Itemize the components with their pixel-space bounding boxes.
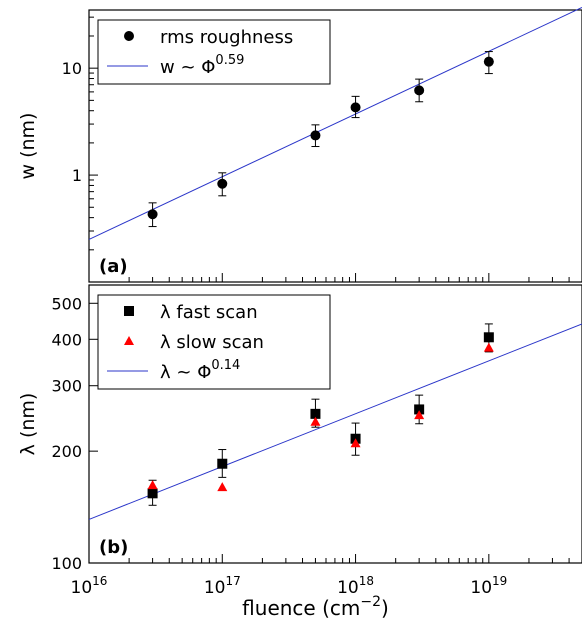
plot-frame (88, 9, 582, 283)
y-tick-label: 10 (62, 59, 82, 78)
y-tick-label: 1 (72, 166, 82, 185)
data-point-triangle (350, 438, 361, 448)
legend-fit-label: λ ~ Φ0.14 (160, 358, 240, 383)
legend-label: rms roughness (160, 27, 293, 48)
legend-box (97, 294, 331, 390)
x-tick-label: 1018 (337, 574, 374, 598)
data-point-circle (217, 178, 228, 189)
data-point-circle (414, 85, 425, 96)
panel-a: 1 10 w (nm) rms roughness w ~ Φ0.59 (a) (17, 6, 582, 283)
data-point-circle (147, 209, 158, 220)
legend-label: λ fast scan (160, 302, 258, 323)
data-point-circle (350, 102, 361, 113)
data-point-square (147, 488, 158, 499)
data-point-circle (483, 56, 494, 67)
legend-label: λ slow scan (160, 332, 264, 353)
fit-line (88, 6, 582, 240)
panel-label: (b) (99, 537, 128, 558)
plot-frame (88, 284, 582, 564)
y-axis-label: w (nm) (17, 113, 39, 180)
legend-marker (124, 31, 134, 41)
data-point-square (483, 332, 494, 343)
y-axis-label: λ (nm) (17, 393, 39, 456)
data-point-triangle (310, 416, 321, 426)
legend-box (97, 19, 331, 85)
legend-marker (124, 336, 134, 345)
panel-b: 100 200 300 400 500 λ (nm) λ fast scan λ slow s… (17, 284, 582, 620)
legend-fit-label: w ~ Φ0.59 (160, 53, 244, 78)
y-tick-label: 300 (51, 377, 82, 396)
panel-label: (a) (99, 256, 128, 277)
x-axis-label: fluence (cm−2) (242, 594, 389, 620)
data-point-triangle (217, 482, 228, 492)
data-point-triangle (414, 410, 425, 420)
fit-line (88, 323, 582, 520)
x-tick-label: 1019 (470, 574, 507, 598)
data-point-triangle (483, 342, 494, 352)
data-point-square (217, 458, 228, 469)
y-tick-label: 100 (51, 554, 82, 573)
x-tick-label: 1016 (71, 574, 108, 598)
y-tick-label: 200 (51, 442, 82, 461)
x-tick-label: 1017 (204, 574, 241, 598)
y-tick-label: 500 (51, 294, 82, 313)
data-point-square (310, 408, 321, 419)
legend-marker (124, 306, 134, 316)
data-point-circle (310, 130, 321, 141)
data-point-triangle (147, 480, 158, 490)
data-point-square (414, 404, 425, 415)
y-tick-label: 400 (51, 330, 82, 349)
